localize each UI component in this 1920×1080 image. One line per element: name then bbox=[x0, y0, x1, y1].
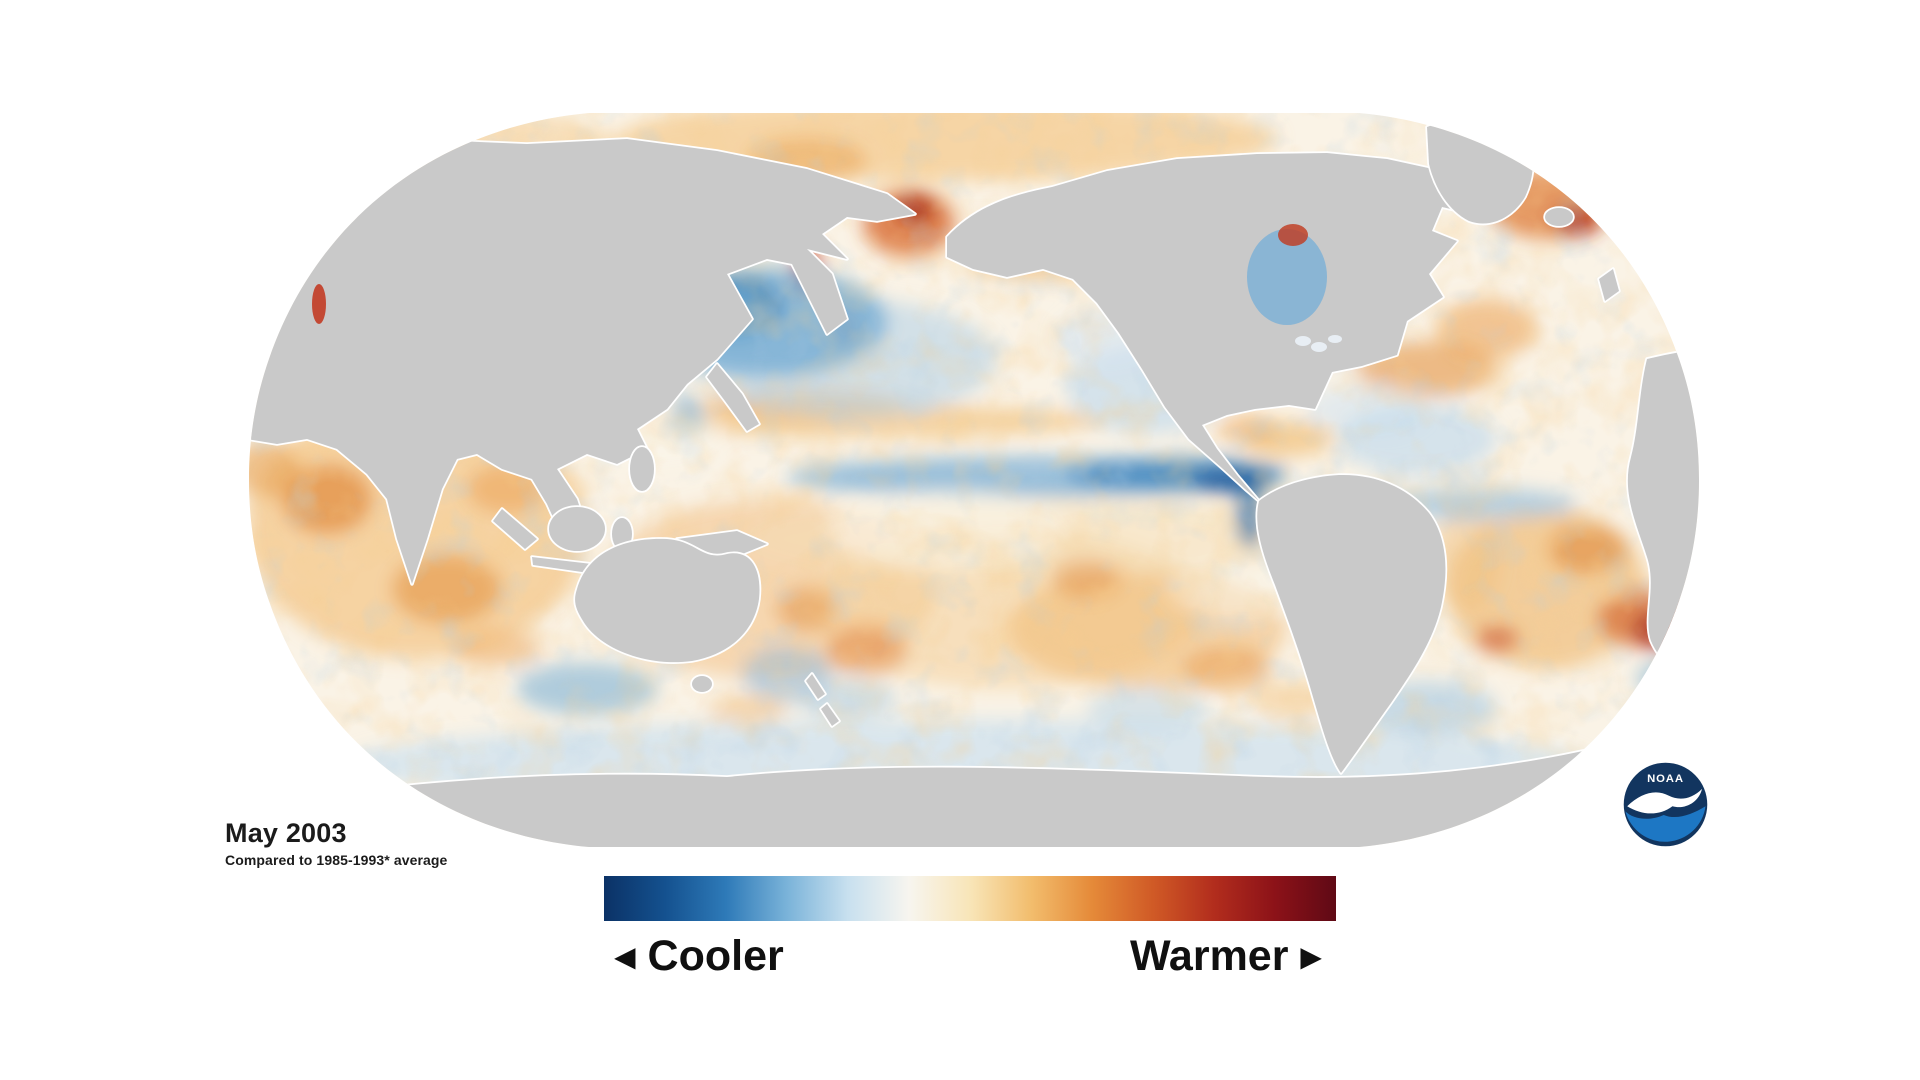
continent-antarctica bbox=[249, 713, 1699, 847]
island-tasmania bbox=[690, 674, 714, 694]
continents bbox=[249, 117, 1699, 847]
continent-eurasia bbox=[249, 137, 917, 586]
islands-new-zealand bbox=[804, 672, 841, 728]
island-iceland bbox=[1543, 206, 1575, 228]
map-caption: May 2003 Compared to 1985-1993* average bbox=[225, 818, 447, 868]
warmer-label: Warmer ▸ bbox=[1129, 932, 1322, 980]
noaa-logo-text: NOAA bbox=[1647, 773, 1684, 785]
cooler-label: ◂ Cooler bbox=[614, 932, 784, 980]
noaa-logo-gull bbox=[1627, 788, 1703, 814]
continent-north-america bbox=[945, 151, 1489, 503]
continent-south-america bbox=[1255, 473, 1448, 775]
noaa-logo-sea bbox=[1625, 806, 1706, 842]
islands-japan bbox=[705, 362, 761, 433]
map-baseline-subtitle: Compared to 1985-1993* average bbox=[225, 852, 448, 869]
map-date-title: May 2003 bbox=[225, 818, 347, 848]
legend-labels: ◂ Cooler Warmer ▸ bbox=[604, 921, 1336, 981]
legend-gradient-bar bbox=[604, 876, 1336, 921]
hudson-bay-cool-patch bbox=[1247, 229, 1327, 325]
continent-australia bbox=[573, 537, 762, 664]
great-lakes bbox=[1295, 335, 1342, 352]
caspian-sea-warm-spot bbox=[312, 284, 326, 324]
noaa-logo: NOAA bbox=[1623, 762, 1708, 847]
anomaly-map-image bbox=[249, 113, 1699, 847]
world-map-figure bbox=[247, 109, 1701, 851]
color-scale-legend: ◂ Cooler Warmer ▸ bbox=[604, 876, 1336, 981]
inland-water-overlays bbox=[312, 224, 1342, 352]
hudson-bay-warm-spot bbox=[1278, 224, 1308, 246]
